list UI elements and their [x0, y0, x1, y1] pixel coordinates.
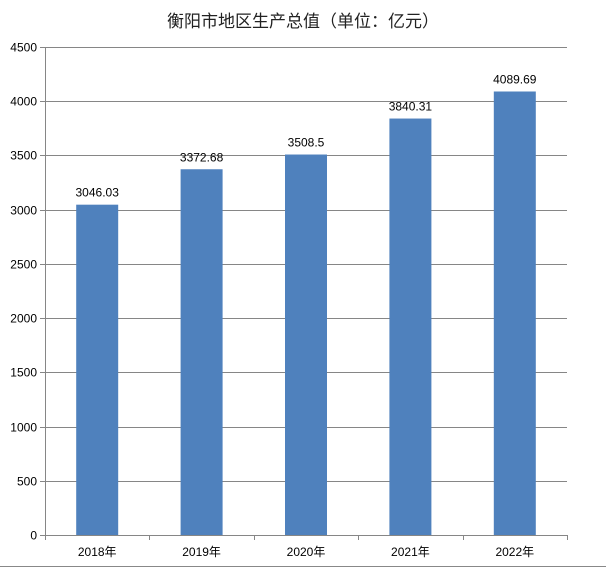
y-axis: 0 500 1000 1500 2000 2500 3000 3500 4000 4500 [10, 41, 46, 543]
x-tick-label: 2022年 [495, 545, 534, 559]
x-tick-label: 2018年 [78, 545, 117, 559]
data-label: 3508.5 [288, 136, 325, 150]
y-tick-label: 2500 [10, 258, 37, 272]
y-tick-label: 4500 [10, 41, 37, 55]
bar-2020年 [285, 154, 327, 536]
bar-2018年 [76, 204, 119, 535]
bottom-border-line [0, 566, 606, 567]
x-tick-label: 2021年 [391, 545, 430, 559]
y-tick-label: 0 [30, 529, 37, 543]
y-tick-label: 4000 [10, 95, 37, 109]
x-tick-label: 2019年 [182, 545, 221, 559]
chart-title: 衡阳市地区生产总值（单位：亿元） [167, 12, 439, 32]
data-label: 3840.31 [389, 100, 433, 114]
y-tick-label: 3500 [10, 149, 37, 163]
bar-2021年 [389, 118, 432, 535]
bar-2022年 [493, 91, 536, 535]
bars [76, 91, 536, 536]
y-tick-label: 3000 [10, 204, 37, 218]
bar-2019年 [180, 169, 223, 535]
x-tick-label: 2020年 [287, 545, 326, 559]
y-tick-label: 500 [17, 475, 37, 489]
data-label: 4089.69 [493, 72, 537, 86]
data-label: 3046.03 [76, 186, 120, 200]
y-tick-label: 1500 [10, 366, 37, 380]
x-axis: 2018年 2019年 2020年 2021年 2022年 [45, 535, 568, 559]
data-label: 3372.68 [180, 150, 224, 164]
y-tick-label: 2000 [10, 312, 37, 326]
y-tick-label: 1000 [10, 421, 37, 435]
data-labels: 3046.03 3372.68 3508.5 3840.31 4089.69 [76, 72, 537, 199]
